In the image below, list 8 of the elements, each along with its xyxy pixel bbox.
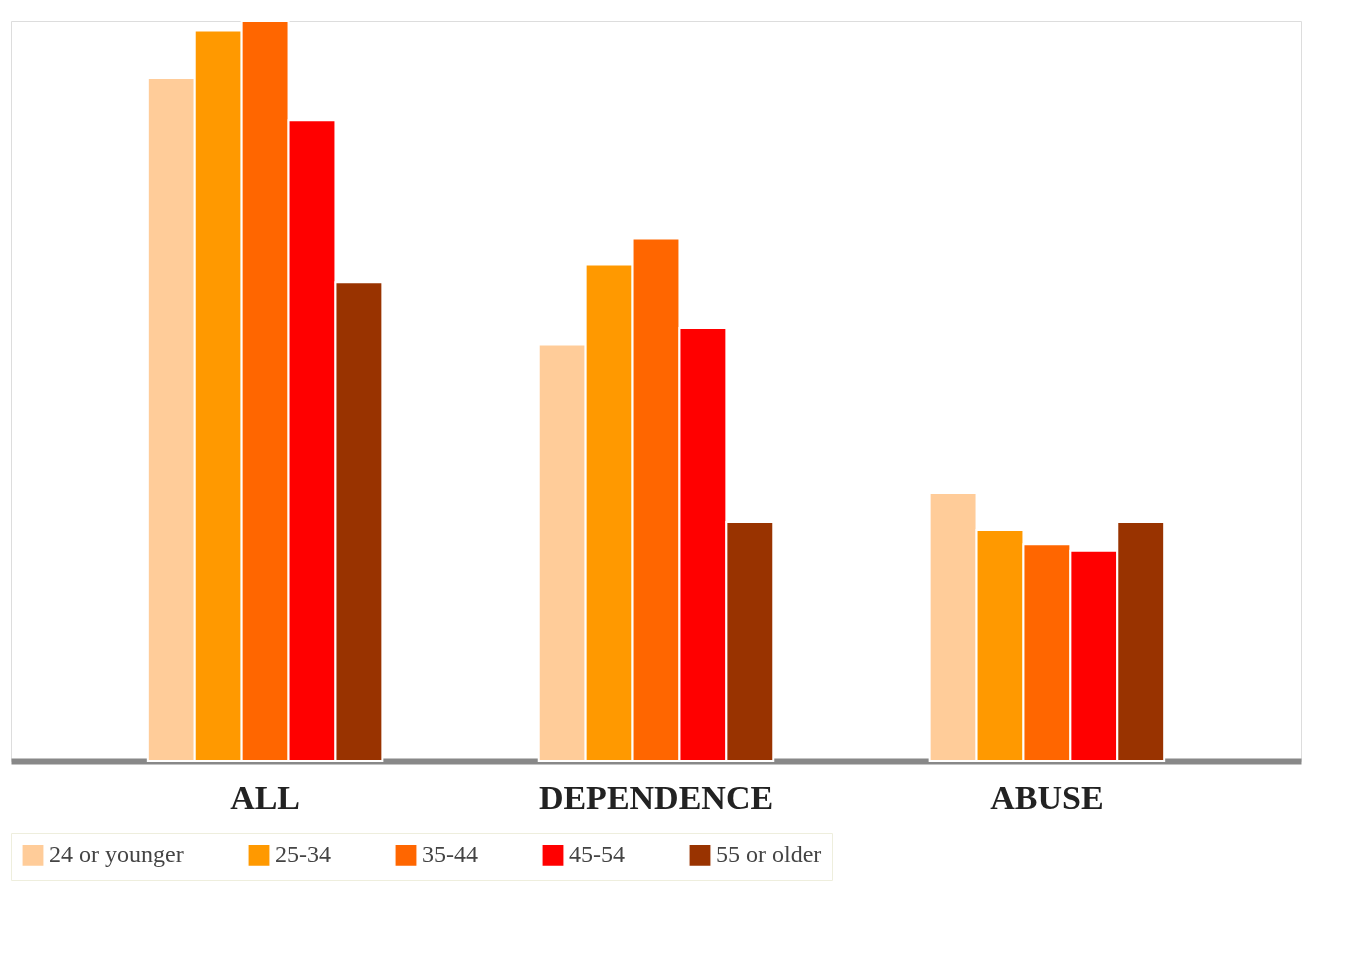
x-tick-label: DEPENDENCE [538, 778, 774, 816]
legend-label: 55 or older [716, 841, 822, 868]
legend-label: 24 or younger [49, 841, 184, 868]
legend-label: 25-34 [275, 841, 331, 868]
legend-label: 45-54 [569, 841, 625, 868]
legend-label: 35-44 [422, 841, 478, 868]
x-tick-label: ABUSE [990, 778, 1104, 816]
x-tick-label: ALL [230, 778, 301, 816]
